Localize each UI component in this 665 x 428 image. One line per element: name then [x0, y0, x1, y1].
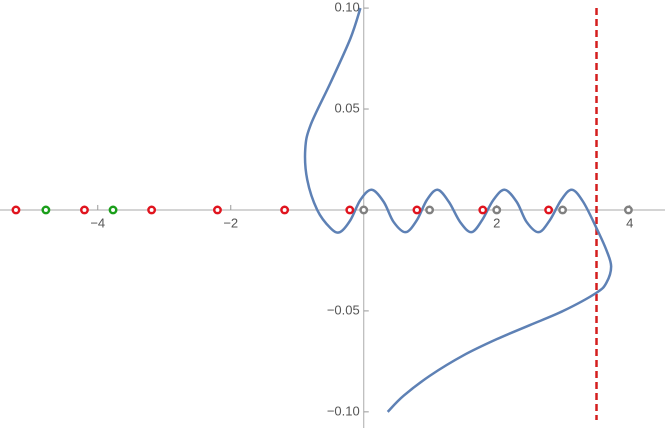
point	[492, 205, 502, 215]
point	[544, 205, 554, 215]
point	[41, 205, 51, 215]
x-tick-label: 2	[493, 215, 500, 230]
y-tick-label: −0.05	[327, 302, 360, 317]
point	[359, 205, 369, 215]
x-tick-label: −2	[223, 215, 238, 230]
point	[280, 205, 290, 215]
point	[412, 205, 422, 215]
point	[213, 205, 222, 215]
y-tick-label: −0.10	[327, 403, 360, 418]
point	[80, 205, 89, 215]
curve	[303, 7, 613, 413]
point	[623, 205, 633, 215]
x-tick-label: 4	[626, 215, 633, 230]
y-tick-label: 0.10	[334, 0, 359, 15]
point	[108, 205, 118, 215]
point	[425, 205, 435, 215]
x-tick-label: −4	[90, 215, 105, 230]
point	[558, 205, 568, 215]
point	[147, 205, 157, 215]
y-tick-label: 0.05	[334, 100, 359, 115]
point	[478, 205, 488, 215]
point	[11, 205, 21, 215]
point	[345, 205, 355, 215]
